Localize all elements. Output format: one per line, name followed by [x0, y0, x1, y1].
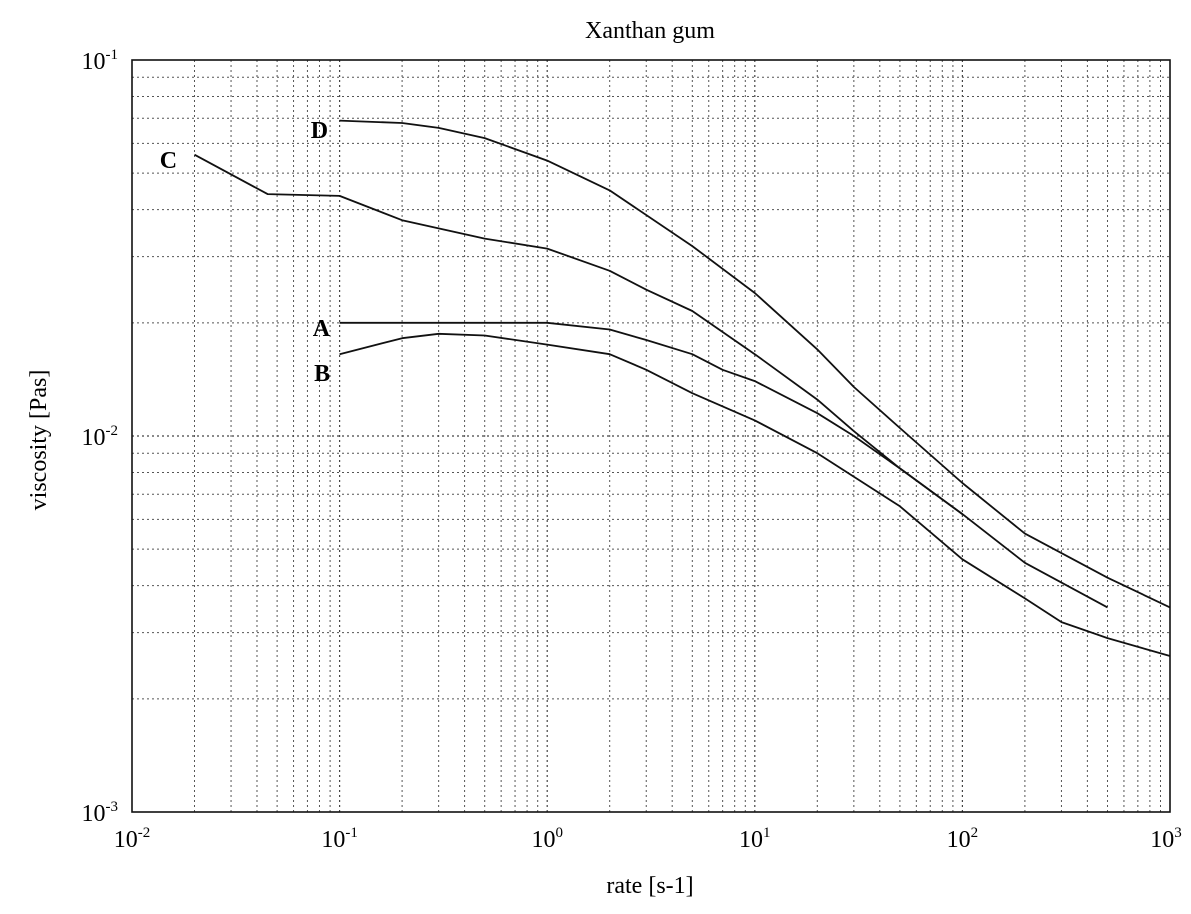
chart-title: Xanthan gum	[585, 18, 715, 44]
tick-exponent: 1	[763, 825, 771, 841]
tick-exponent: 3	[1174, 825, 1182, 841]
tick-exponent: -3	[106, 799, 119, 815]
y-axis-label: viscosity [Pas]	[26, 370, 52, 511]
tick-exponent: -1	[345, 825, 358, 841]
x-tick-labels: 10-2 10-1 100 101 102 103	[114, 825, 1182, 853]
curve-label-b: B	[314, 361, 330, 387]
tick-exponent: 2	[971, 825, 979, 841]
grid	[132, 60, 1170, 812]
tick-exponent: -2	[138, 825, 151, 841]
tick-base: 10	[947, 827, 971, 853]
tick-base: 10	[1150, 827, 1174, 853]
curve-label-c: C	[160, 148, 177, 174]
series-line-a	[339, 321, 1108, 609]
x-axis-label: rate [s-1]	[606, 873, 693, 899]
x-tick-label: 102	[947, 825, 979, 853]
y-tick-label: 10-1	[82, 47, 119, 75]
series-lines	[194, 119, 1171, 657]
tick-base: 10	[114, 827, 138, 853]
tick-exponent: -2	[106, 423, 119, 439]
curve-label-d: D	[311, 118, 328, 144]
x-tick-label: 10-2	[114, 825, 151, 853]
tick-base: 10	[82, 801, 106, 827]
series-line-d	[339, 119, 1171, 609]
tick-exponent: 0	[555, 825, 563, 841]
tick-base: 10	[531, 827, 555, 853]
plot-frame	[131, 59, 1171, 813]
x-tick-label: 100	[531, 825, 563, 853]
tick-base: 10	[739, 827, 763, 853]
x-tick-label: 10-1	[321, 825, 358, 853]
x-tick-label: 101	[739, 825, 771, 853]
y-tick-label: 10-3	[82, 799, 119, 827]
curve-label-a: A	[313, 316, 331, 342]
y-tick-label: 10-2	[82, 423, 119, 451]
tick-base: 10	[82, 49, 106, 75]
tick-base: 10	[82, 425, 106, 451]
tick-base: 10	[321, 827, 345, 853]
curve-labels: AB C D	[160, 118, 331, 387]
y-tick-labels: 10-310-210-1	[82, 47, 119, 827]
series-line-c	[194, 153, 963, 515]
tick-exponent: -1	[106, 47, 119, 63]
series-line-b	[339, 332, 1171, 657]
x-tick-label: 103	[1150, 825, 1182, 853]
